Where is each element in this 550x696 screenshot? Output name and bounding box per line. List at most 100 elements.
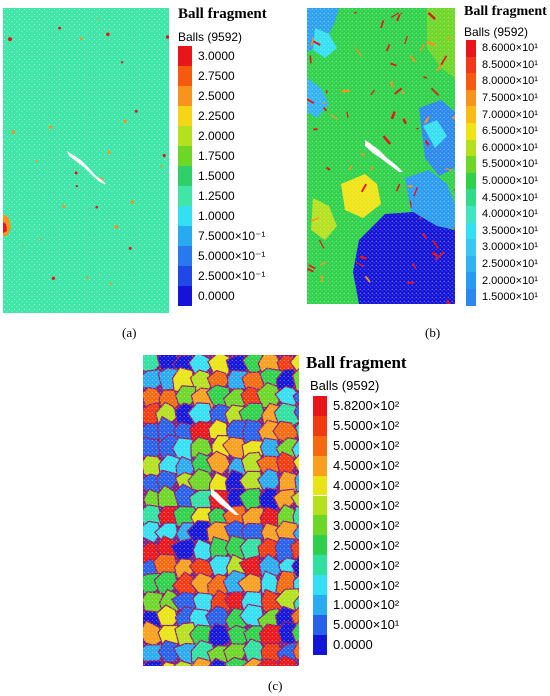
legend-swatch xyxy=(466,272,476,289)
legend-swatch xyxy=(178,226,192,246)
legend-swatch xyxy=(313,535,327,556)
legend-swatch xyxy=(466,73,476,90)
legend-row: 4.0000×10² xyxy=(313,475,400,496)
legend-swatch xyxy=(178,86,192,106)
legend-label: 1.7500 xyxy=(198,149,235,163)
legend-label: 3.0000×10² xyxy=(333,517,400,533)
legend-label: 4.0000×10¹ xyxy=(482,208,538,221)
legend-label: 2.5000×10² xyxy=(333,537,400,553)
legend-row: 4.5000×10² xyxy=(313,455,400,476)
legend-label: 2.0000×10¹ xyxy=(482,274,538,287)
legend-row: 2.7500 xyxy=(178,66,235,86)
legend-swatch xyxy=(313,495,327,516)
legend-swatch xyxy=(466,189,476,206)
legend-row: 5.5000×10² xyxy=(313,415,400,436)
legend-row: 1.0000 xyxy=(178,206,235,226)
legend-row: 1.7500 xyxy=(178,146,235,166)
legend-row: 1.2500 xyxy=(178,186,235,206)
legend-row: 8.5000×10¹ xyxy=(466,56,538,74)
legend-swatch xyxy=(466,156,476,173)
legend-swatch xyxy=(466,40,476,57)
legend-swatch xyxy=(178,186,192,206)
legend-swatch xyxy=(178,286,192,306)
legend-label: 5.0000×10¹ xyxy=(333,617,400,633)
legend-label: 8.0000×10¹ xyxy=(482,75,538,88)
legend-swatch xyxy=(313,415,327,436)
legend-swatch xyxy=(313,435,327,456)
legend-swatch xyxy=(178,106,192,126)
legend-label: 4.5000×10² xyxy=(333,458,400,474)
legend-label: 5.5000×10² xyxy=(333,418,400,434)
legend-row: 5.0000×10¹ xyxy=(313,614,400,635)
panel-a-title: Ball fragment xyxy=(178,6,267,22)
legend-row: 3.5000×10¹ xyxy=(466,222,538,240)
legend-row: 7.5000×10¹ xyxy=(466,89,538,107)
panel-b-subtitle: Balls (9592) xyxy=(464,25,529,39)
legend-swatch xyxy=(313,595,327,615)
legend-swatch xyxy=(466,255,476,273)
legend-label: 2.5000×10⁻¹ xyxy=(198,269,266,283)
legend-label: 5.0000×10⁻¹ xyxy=(198,249,266,263)
legend-label: 5.5000×10¹ xyxy=(482,158,538,171)
legend-label: 3.5000×10¹ xyxy=(482,224,538,237)
panel-c-caption: (c) xyxy=(268,678,283,693)
legend-row: 5.5000×10¹ xyxy=(466,156,538,173)
legend-swatch xyxy=(178,266,192,286)
legend-label: 7.5000×10⁻¹ xyxy=(198,229,266,243)
legend-swatch xyxy=(178,206,192,226)
legend-row: 3.0000×10² xyxy=(313,515,400,536)
legend-label: 1.0000×10² xyxy=(333,597,400,613)
legend-label: 1.5000×10² xyxy=(333,577,400,593)
legend-row: 5.0000×10⁻¹ xyxy=(178,246,265,266)
legend-row: 2.5000×10⁻¹ xyxy=(178,266,265,286)
legend-row: 7.5000×10⁻¹ xyxy=(178,226,265,246)
legend-swatch xyxy=(466,139,476,157)
legend-label: 1.2500 xyxy=(198,189,235,203)
legend-label: 8.6000×10¹ xyxy=(482,42,538,55)
legend-swatch xyxy=(466,123,476,140)
legend-row: 1.5000×10² xyxy=(313,575,399,595)
legend-label: 4.0000×10² xyxy=(333,478,400,494)
legend-row: 2.0000×10¹ xyxy=(466,272,538,289)
legend-label: 0.0000 xyxy=(198,289,235,303)
simulation-image-c xyxy=(143,355,299,666)
legend-label: 3.0000 xyxy=(198,49,235,63)
legend-swatch xyxy=(178,126,192,146)
legend-row: 5.0000×10¹ xyxy=(466,172,538,190)
legend-row: 2.0000 xyxy=(178,126,235,146)
legend-swatch xyxy=(313,475,327,496)
legend-row: 0.0000 xyxy=(178,286,235,306)
legend-swatch xyxy=(178,246,192,266)
legend-label: 5.0000×10¹ xyxy=(482,175,538,188)
legend-swatch xyxy=(313,614,327,635)
legend-label: 7.5000×10¹ xyxy=(482,92,538,105)
legend-label: 5.0000×10² xyxy=(333,438,400,454)
legend-label: 6.5000×10¹ xyxy=(482,125,538,138)
legend-label: 3.5000×10² xyxy=(333,497,400,513)
legend-row: 8.0000×10¹ xyxy=(466,73,538,90)
legend-label: 7.0000×10¹ xyxy=(482,108,538,121)
legend-label: 2.5000×10¹ xyxy=(482,258,538,271)
legend-row: 7.0000×10¹ xyxy=(466,106,538,123)
legend-row: 2.5000×10² xyxy=(313,535,400,556)
legend-label: 1.5000×10¹ xyxy=(482,291,538,304)
panel-b-title: Ball fragment xyxy=(464,4,547,19)
legend-swatch xyxy=(466,239,476,256)
legend-row: 2.5000 xyxy=(178,86,235,106)
legend-label: 8.5000×10¹ xyxy=(482,58,538,71)
legend-swatch xyxy=(313,575,327,595)
panel-a-caption: (a) xyxy=(122,325,137,340)
legend-swatch xyxy=(178,146,192,166)
legend-row: 8.6000×10¹ xyxy=(466,40,538,57)
legend-swatch xyxy=(313,455,327,476)
legend-swatch xyxy=(313,555,327,576)
legend-label: 0.0000 xyxy=(333,637,373,653)
legend-label: 2.7500 xyxy=(198,69,235,83)
legend-swatch xyxy=(466,56,476,74)
legend-row: 2.5000×10¹ xyxy=(466,255,538,273)
legend-row: 2.2500 xyxy=(178,106,235,126)
legend-label: 1.5000 xyxy=(198,169,235,183)
legend-swatch xyxy=(313,515,327,536)
simulation-image-a xyxy=(3,8,169,313)
legend-label: 2.2500 xyxy=(198,109,235,123)
